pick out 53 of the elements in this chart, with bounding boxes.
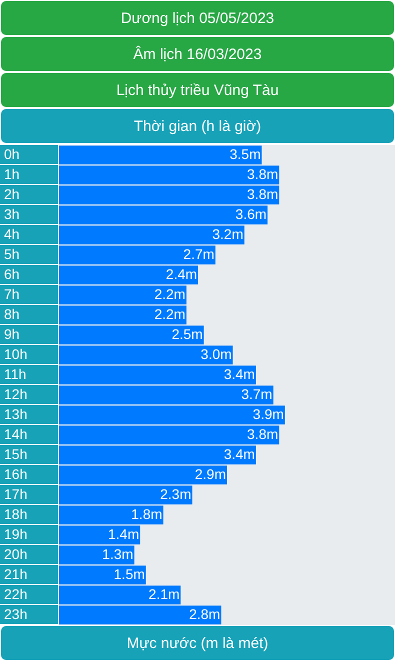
y-tick-label: 2h <box>4 186 20 202</box>
y-tick-label: 10h <box>4 346 28 362</box>
y-tick-label: 19h <box>4 526 28 542</box>
data-label: 3.4m <box>224 366 255 382</box>
data-label: 2.2m <box>154 306 186 322</box>
data-label: 2.3m <box>160 486 192 502</box>
y-tick-label: 7h <box>4 286 20 302</box>
y-tick-label: 13h <box>4 406 28 422</box>
data-label: 3.0m <box>200 346 232 362</box>
data-label: 3.9m <box>252 406 284 422</box>
data-label: 3.8m <box>247 166 278 182</box>
y-tick-label: 16h <box>4 466 28 482</box>
y-tick-label: 23h <box>4 606 28 622</box>
data-label: 1.5m <box>114 566 145 582</box>
data-label: 3.6m <box>235 206 267 222</box>
y-tick-label: 5h <box>4 246 20 262</box>
y-tick-label: 17h <box>4 486 28 502</box>
data-label: 3.5m <box>230 146 261 162</box>
y-tick-label: 1h <box>4 166 20 182</box>
y-tick-label: 15h <box>4 446 28 462</box>
data-label: 2.9m <box>194 466 226 482</box>
x-axis-title: Mực nước (m là mét) <box>1 626 394 660</box>
y-tick-label: 22h <box>4 586 28 602</box>
y-axis-title: Thời gian (h là giờ) <box>1 109 394 143</box>
data-label: 1.4m <box>108 526 140 542</box>
y-tick-label: 3h <box>4 206 20 222</box>
y-tick-label: 18h <box>4 506 28 522</box>
data-label: 1.8m <box>131 506 162 522</box>
data-label: 2.5m <box>172 326 203 342</box>
data-label: 3.8m <box>247 186 278 202</box>
data-label: 1.3m <box>102 546 134 562</box>
data-label: 2.4m <box>166 266 198 282</box>
data-label: 2.7m <box>183 246 214 262</box>
y-tick-label: 4h <box>4 226 20 242</box>
data-label: 3.7m <box>241 386 272 402</box>
y-tick-label: 0h <box>4 146 20 162</box>
text: Lịch thủy triều Vũng Tàu <box>1 73 394 107</box>
data-label: 2.2m <box>154 286 186 302</box>
data-label: 3.4m <box>224 446 255 462</box>
data-label: 2.8m <box>189 606 220 622</box>
y-tick-label: 8h <box>4 306 20 322</box>
y-tick-label: 14h <box>4 426 28 442</box>
chart-subtitle: Âm lịch 16/03/2023 <box>1 37 394 71</box>
y-tick-label: 11h <box>4 366 26 382</box>
data-label: 3.8m <box>247 426 278 442</box>
y-tick-label: 12h <box>4 386 28 402</box>
data-label: 2.1m <box>148 586 180 602</box>
chart-title: Dương lịch 05/05/2023 <box>1 1 394 35</box>
y-tick-label: 20h <box>4 546 28 562</box>
y-tick-label: 9h <box>4 326 20 342</box>
data-label: 3.2m <box>212 226 244 242</box>
y-tick-label: 21h <box>4 566 28 582</box>
y-tick-label: 6h <box>4 266 20 282</box>
